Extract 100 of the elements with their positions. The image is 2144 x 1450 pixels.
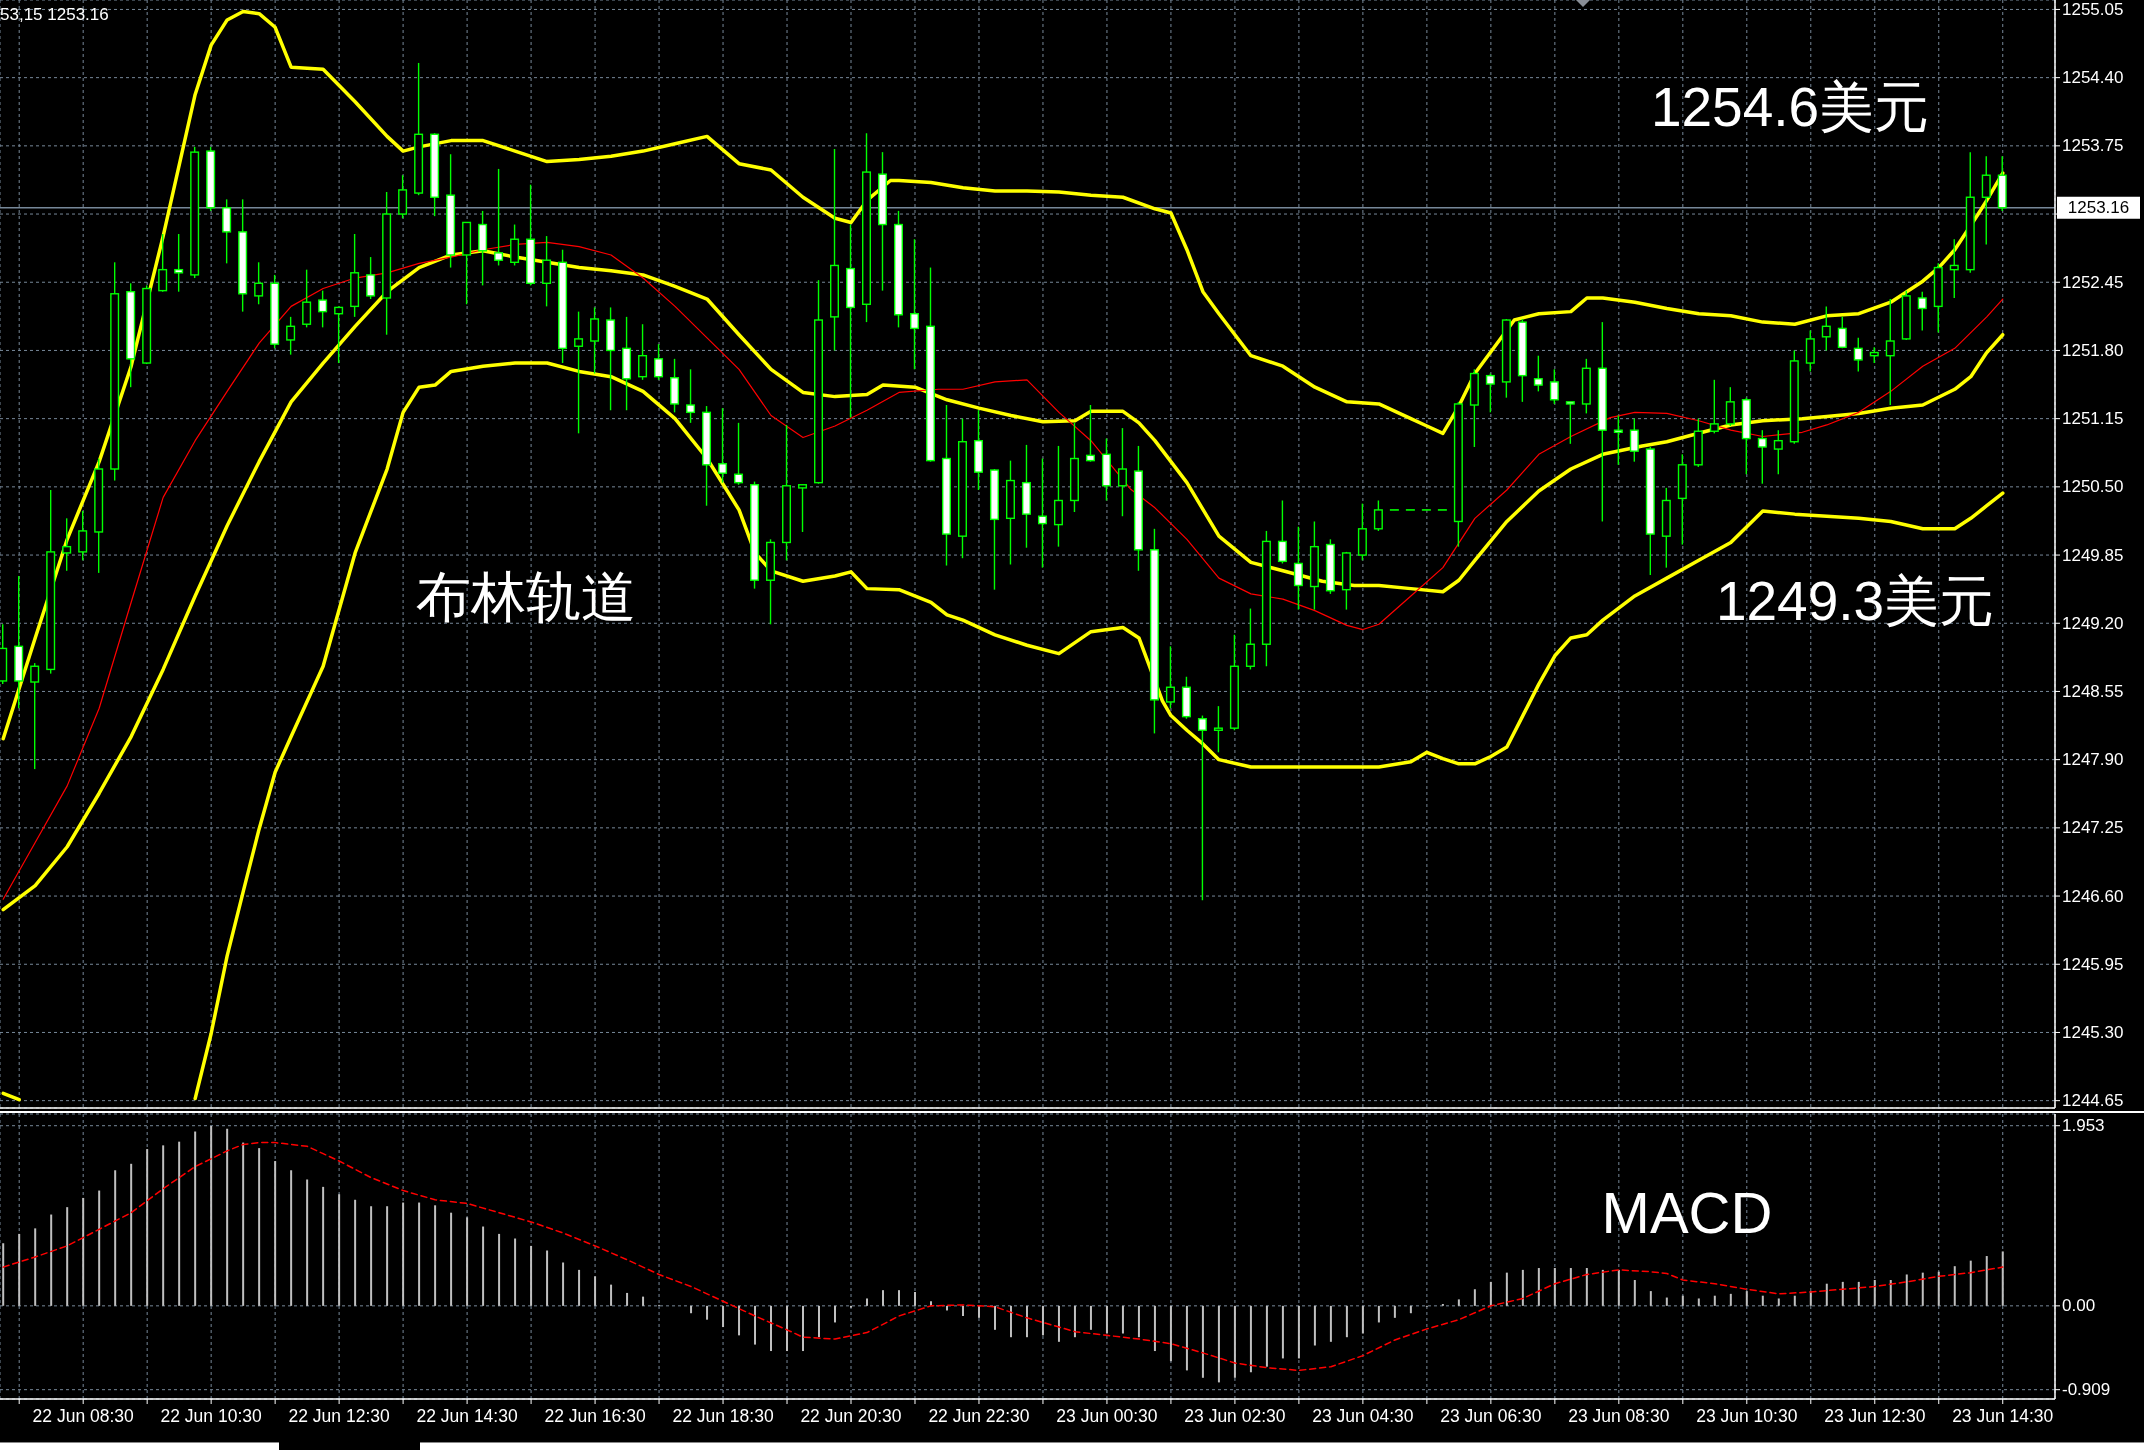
bar [114, 1170, 117, 1306]
bar [1537, 1268, 1540, 1306]
candlestick [1917, 290, 1927, 332]
bar [1921, 1272, 1924, 1306]
bar [913, 1292, 916, 1306]
x-tick-label: 23 Jun 14:30 [1952, 1405, 2054, 1426]
candlestick [574, 310, 584, 435]
bar [1233, 1305, 1236, 1378]
candlestick [318, 289, 328, 329]
bar [1041, 1305, 1044, 1336]
annotation: 1249.3美元 [1715, 569, 1995, 632]
bar [1489, 1281, 1492, 1306]
bar [434, 1205, 437, 1306]
x-tick-label: 23 Jun 06:30 [1440, 1405, 1542, 1426]
candlestick [62, 517, 72, 572]
bar [498, 1233, 501, 1306]
candlestick [494, 168, 504, 267]
x-tick-label: 23 Jun 12:30 [1824, 1405, 1926, 1426]
bar [98, 1190, 101, 1306]
candlestick [1549, 368, 1559, 405]
bar [706, 1305, 709, 1320]
bar [1185, 1305, 1188, 1371]
x-tick-label: 22 Jun 12:30 [288, 1405, 390, 1426]
bar [834, 1305, 837, 1323]
x-tick-label: 22 Jun 16:30 [544, 1405, 646, 1426]
bar [626, 1292, 629, 1306]
bar [306, 1179, 309, 1306]
bar [82, 1197, 85, 1306]
bar [1169, 1305, 1172, 1362]
bar [1585, 1268, 1588, 1306]
bar [754, 1305, 757, 1345]
bar [562, 1262, 565, 1306]
candlestick [638, 323, 648, 381]
bar [18, 1233, 21, 1306]
bar [1633, 1280, 1636, 1306]
candlestick [334, 305, 344, 364]
x-tick-label: 23 Jun 04:30 [1312, 1405, 1414, 1426]
candlestick [686, 368, 696, 424]
candlestick [654, 343, 664, 381]
y-tick-label: 1248.55 [2062, 681, 2124, 701]
bar [1057, 1305, 1060, 1342]
bar [1601, 1269, 1604, 1306]
bar [1313, 1305, 1316, 1346]
y-tick-label: 1251.80 [2062, 340, 2124, 360]
y-tick-label: 1245.30 [2062, 1022, 2124, 1042]
y-tick-label: 1.953 [2062, 1116, 2105, 1136]
candlestick [590, 306, 600, 375]
bar [1009, 1305, 1012, 1338]
bar [993, 1305, 996, 1330]
bar [194, 1131, 197, 1306]
annotation: 1254.6美元 [1650, 75, 1930, 138]
bar [1201, 1305, 1204, 1378]
candlestick [1037, 457, 1047, 569]
candlestick [718, 407, 728, 484]
bar [642, 1296, 645, 1306]
bar [354, 1199, 357, 1306]
bar [290, 1170, 293, 1306]
candlestick [1565, 401, 1575, 445]
candlestick [1085, 404, 1095, 463]
x-tick-label: 22 Jun 08:30 [32, 1405, 135, 1426]
bar [1681, 1295, 1684, 1306]
candlestick [1757, 429, 1767, 485]
bar [818, 1305, 821, 1338]
candlestick [1773, 429, 1783, 475]
candlestick [1837, 316, 1847, 350]
candlestick [1885, 298, 1895, 406]
bar [146, 1149, 149, 1306]
x-tick-label: 23 Jun 10:30 [1696, 1405, 1798, 1426]
bar [866, 1298, 868, 1306]
bar [610, 1284, 613, 1306]
bar [1409, 1305, 1412, 1314]
bar [1729, 1293, 1732, 1306]
bar [722, 1305, 725, 1328]
y-tick-label: 1246.60 [2062, 886, 2124, 906]
y-tick-label: 1245.95 [2062, 954, 2124, 974]
y-tick-label: 1250.50 [2062, 477, 2124, 497]
candlestick [1709, 379, 1719, 435]
bar [770, 1305, 773, 1352]
bar [690, 1305, 693, 1314]
candlestick [1165, 645, 1175, 709]
bar [1089, 1305, 1092, 1330]
candlestick [1821, 305, 1831, 352]
bar [530, 1245, 533, 1306]
bar [961, 1305, 964, 1316]
bar [130, 1163, 133, 1306]
candlestick [1613, 414, 1623, 466]
bar [1457, 1299, 1460, 1306]
bar [210, 1125, 213, 1306]
bar [162, 1145, 165, 1306]
bar [1297, 1305, 1300, 1359]
bar [594, 1276, 597, 1306]
bar [178, 1141, 181, 1306]
bar [1121, 1305, 1124, 1334]
x-tick-label: 22 Jun 18:30 [672, 1405, 774, 1426]
bar [2001, 1251, 2004, 1306]
candlestick [510, 223, 520, 267]
x-tick-label: 23 Jun 08:30 [1568, 1405, 1670, 1426]
bar [1905, 1274, 1908, 1306]
bar [1329, 1305, 1332, 1342]
bar [514, 1238, 517, 1306]
